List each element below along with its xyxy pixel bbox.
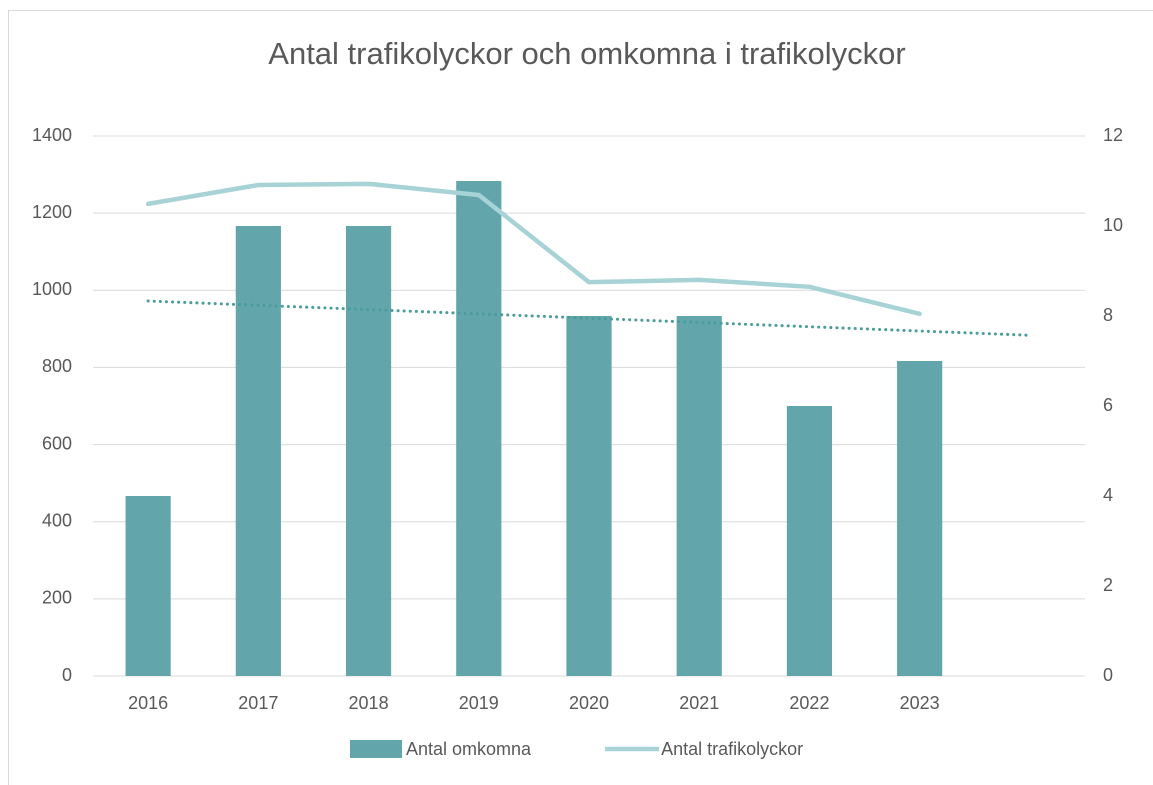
y2-tick-label: 0 [1103,665,1113,685]
y-tick-label: 1000 [32,279,72,299]
bar [345,226,392,676]
y-tick-label: 600 [42,433,72,453]
y2-tick-label: 2 [1103,575,1113,595]
bar [566,316,612,676]
y2-tick-label: 12 [1103,125,1123,145]
y2-tick-label: 6 [1103,395,1113,415]
legend-swatch [350,740,402,758]
bar [125,496,171,676]
y-tick-label: 1200 [32,202,72,222]
line [145,181,922,317]
bar [456,181,502,676]
x-tick-label: 2016 [128,693,168,713]
x-tick-label: 2021 [679,693,719,713]
chart-title: Antal trafikolyckor och omkomna i trafik… [268,36,905,71]
bar [897,361,943,676]
y-tick-label: 200 [42,588,72,608]
x-tick-label: 2017 [238,693,278,713]
y2-tick-label: 8 [1103,305,1113,325]
legend-label: Antal omkomna [406,739,532,759]
y2-tick-label: 10 [1103,215,1123,235]
y-tick-label: 0 [62,665,72,685]
x-tick-label: 2022 [789,693,829,713]
trendline [146,299,1032,337]
x-tick-label: 2023 [900,693,940,713]
x-tick-label: 2019 [459,693,499,713]
y2-tick-label: 4 [1103,485,1113,505]
y-tick-label: 400 [42,510,72,530]
y-tick-label: 1400 [32,125,72,145]
y-tick-label: 800 [42,356,72,376]
bar [676,316,722,676]
legend-label: Antal trafikolyckor [661,739,803,759]
x-tick-label: 2018 [349,693,389,713]
x-tick-label: 2020 [569,693,609,713]
bar [235,226,281,676]
bar [786,406,833,676]
